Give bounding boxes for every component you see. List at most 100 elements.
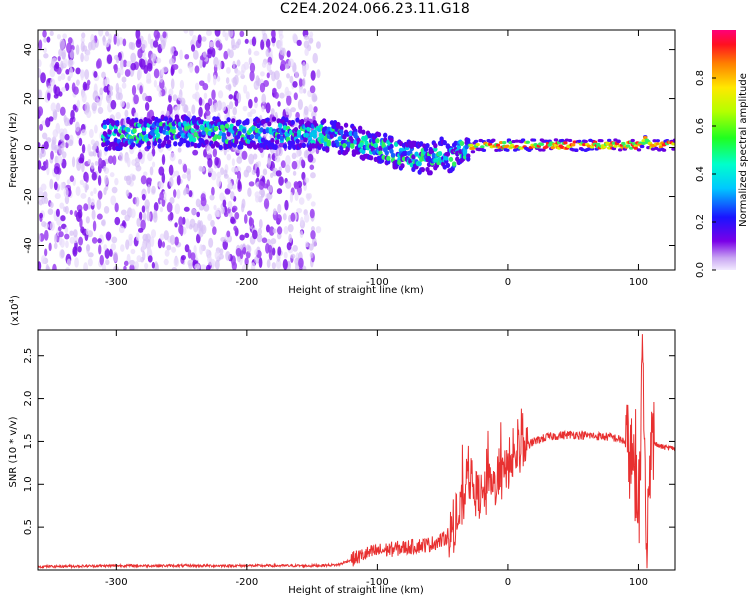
spectrogram-speck <box>90 198 95 206</box>
spectrogram-speck <box>203 148 208 158</box>
colorbar-tick-label: 0.4 <box>695 166 706 182</box>
spectrogram-speck <box>254 249 258 256</box>
spectrogram-speck <box>265 38 271 48</box>
spectrogram-speck <box>154 261 159 270</box>
spectrogram-speck <box>65 240 69 249</box>
spectrogram-ridge-mark <box>403 150 408 156</box>
spectrogram-speck <box>298 257 304 269</box>
spectrogram-speck <box>209 194 215 201</box>
spectrogram-speck <box>261 105 265 113</box>
spectrogram-ridge-mark <box>177 125 183 132</box>
spectrogram-ridge-mark <box>466 137 471 143</box>
spectrogram-speck <box>210 219 215 227</box>
spectrogram-speck <box>234 98 239 107</box>
spectrogram-speck <box>173 50 179 57</box>
spectrogram-speck <box>86 79 91 86</box>
spectrogram-speck <box>236 156 243 164</box>
spectrogram-speck <box>276 214 282 224</box>
spectrogram-speck <box>43 53 49 59</box>
x-tick-label: -200 <box>236 277 259 288</box>
spectrogram-speck <box>114 202 119 213</box>
spectrogram-ridge-mark <box>487 142 493 146</box>
spectrogram-speck <box>285 107 290 116</box>
spectrogram-speck <box>243 169 250 178</box>
spectrogram-speck <box>83 262 89 270</box>
spectrogram-speck <box>51 139 56 151</box>
spectrogram-speck <box>270 30 276 38</box>
spectrogram-speck <box>146 177 153 183</box>
spectrogram-ridge-mark <box>375 138 380 144</box>
spectrogram-speck <box>85 172 89 183</box>
spectrogram-speck <box>59 38 65 50</box>
spectrogram-speck <box>174 203 181 215</box>
bottom-y-axis-title: SNR (10 * v/v) <box>8 416 19 487</box>
spectrogram-ridge-mark <box>550 145 556 150</box>
spectrogram-ridge-mark <box>190 128 195 134</box>
spectrogram-speck <box>149 38 155 49</box>
spectrogram-speck <box>60 73 66 81</box>
spectrogram-speck <box>110 99 117 110</box>
spectrogram-speck <box>203 92 208 100</box>
spectrogram-marks <box>38 30 675 270</box>
spectrogram-speck <box>201 224 207 235</box>
spectrogram-speck <box>101 71 106 79</box>
spectrogram-speck <box>93 70 98 78</box>
spectrogram-speck <box>38 147 42 155</box>
spectrogram-ridge-mark <box>299 118 305 125</box>
x-tick-label: 0 <box>505 577 511 588</box>
spectrogram-speck <box>228 101 234 110</box>
spectrogram-ridge-mark <box>185 140 191 146</box>
spectrogram-ridge-mark <box>613 144 618 148</box>
spectrogram-speck <box>302 88 307 94</box>
spectrogram-speck <box>303 40 310 49</box>
spectrogram-ridge-mark <box>411 154 416 160</box>
spectrogram-speck <box>141 193 146 201</box>
spectrogram-ridge-mark <box>343 122 349 128</box>
spectrogram-ridge-mark <box>616 139 621 144</box>
spectrogram-ridge-mark <box>389 137 394 143</box>
spectrogram-speck <box>67 37 73 44</box>
spectrogram-speck <box>205 249 210 255</box>
spectrogram-speck <box>288 233 293 244</box>
spectrogram-speck <box>236 59 241 67</box>
spectrogram-speck <box>266 62 272 72</box>
spectrogram-speck <box>84 69 90 80</box>
spectrogram-ridge-mark <box>307 136 313 142</box>
spectrogram-speck <box>286 95 292 106</box>
spectrogram-ridge-mark <box>639 144 645 149</box>
spectrogram-speck <box>65 267 70 270</box>
spectrogram-speck <box>266 72 270 79</box>
spectrogram-speck <box>180 97 186 107</box>
spectrogram-speck <box>193 222 199 233</box>
spectrogram-ridge-mark <box>389 148 394 154</box>
spectrogram-ridge-mark <box>348 130 353 137</box>
spectrogram-speck <box>42 30 47 38</box>
spectrogram-ridge-mark <box>633 146 639 150</box>
spectrogram-speck <box>81 92 87 103</box>
spectrogram-speck <box>39 212 44 219</box>
spectrogram-speck <box>130 248 136 255</box>
spectrogram-speck <box>286 73 291 79</box>
spectrogram-speck <box>91 209 96 220</box>
spectrogram-speck <box>298 87 304 94</box>
spectrogram-speck <box>248 181 255 187</box>
spectrogram-speck <box>60 249 65 258</box>
spectrogram-speck <box>310 70 316 81</box>
spectrogram-speck <box>64 226 69 234</box>
spectrogram-speck <box>270 172 274 179</box>
spectrogram-speck <box>161 198 166 207</box>
spectrogram-speck <box>41 132 48 140</box>
spectrogram-speck <box>232 76 237 88</box>
spectrogram-speck <box>232 60 236 69</box>
spectrogram-speck <box>248 153 255 165</box>
spectrogram-ridge-mark <box>442 139 447 146</box>
spectrogram-speck <box>226 153 232 161</box>
spectrogram-ridge-mark <box>296 129 302 135</box>
spectrogram-speck <box>108 85 114 92</box>
spectrogram-speck <box>261 237 268 244</box>
spectrogram-ridge-mark <box>520 139 526 143</box>
spectrogram-speck <box>141 41 146 52</box>
spectrogram-speck <box>153 210 158 219</box>
spectrogram-ridge-mark <box>226 131 231 137</box>
spectrogram-speck <box>179 225 184 237</box>
